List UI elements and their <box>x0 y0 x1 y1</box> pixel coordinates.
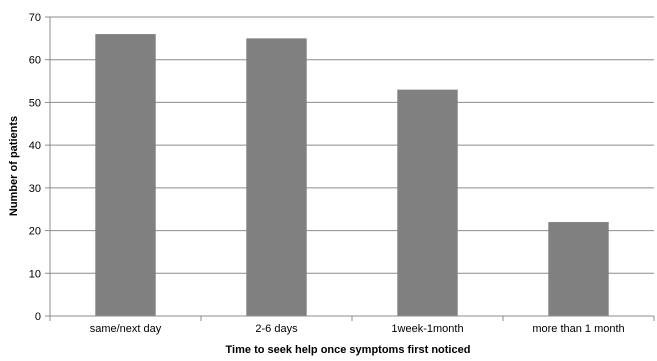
tick-labels: 0 10 20 30 40 50 60 70 same/next day 2-6 days 1wee… <box>29 12 625 335</box>
y-tick-label-60: 60 <box>29 55 41 67</box>
y-axis-title: Number of patients <box>8 116 20 216</box>
x-axis-title: Time to seek help once symptoms first no… <box>226 344 471 356</box>
y-tick-label-50: 50 <box>29 97 41 109</box>
x-tick-label-1: 2-6 days <box>255 323 298 335</box>
axes <box>45 16 655 321</box>
bar-2 <box>397 89 458 316</box>
bar-0 <box>95 34 156 316</box>
y-tick-label-0: 0 <box>35 311 41 323</box>
bar-3 <box>548 222 609 316</box>
x-tick-label-0: same/next day <box>90 323 162 335</box>
y-tick-label-20: 20 <box>29 226 41 238</box>
x-tick-label-2: 1week-1month <box>391 323 463 335</box>
y-tick-label-30: 30 <box>29 183 41 195</box>
x-tick-label-3: more than 1 month <box>532 323 624 335</box>
bars <box>95 34 609 316</box>
y-tick-label-70: 70 <box>29 12 41 24</box>
y-tick-label-40: 40 <box>29 140 41 152</box>
bar-1 <box>246 38 307 316</box>
y-tick-label-10: 10 <box>29 268 41 280</box>
